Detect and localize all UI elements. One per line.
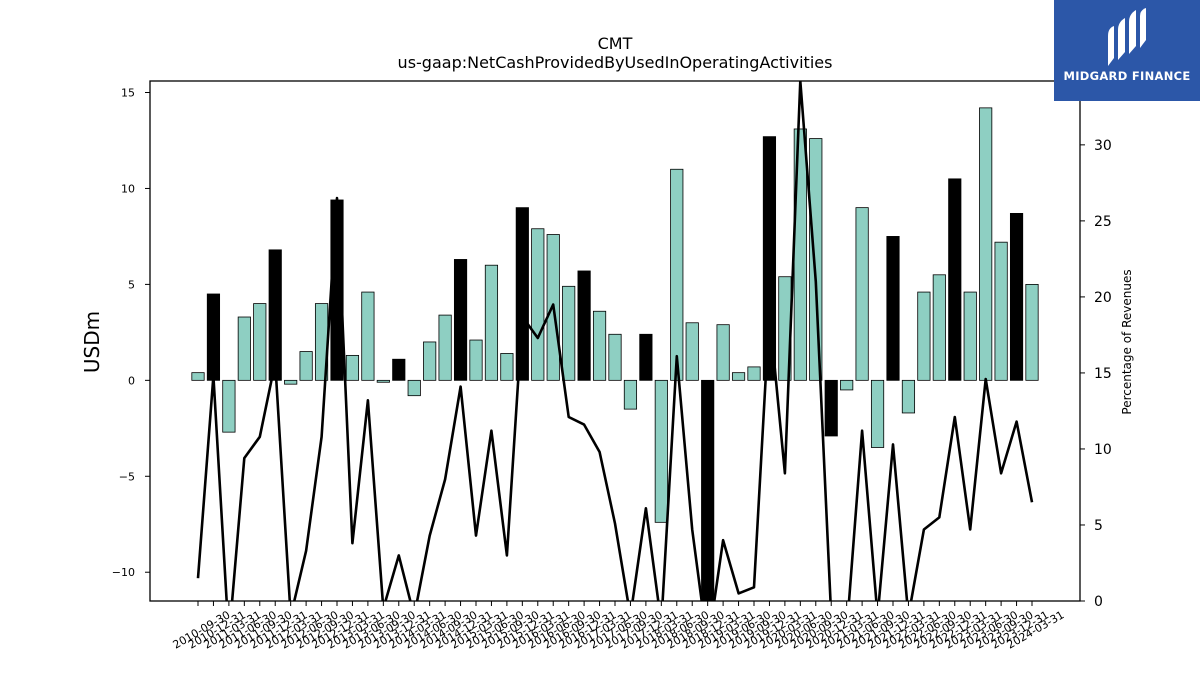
- y2-tick-label: 10: [1094, 442, 1112, 458]
- bar: [948, 178, 962, 381]
- y-tick-label: 0: [128, 374, 135, 387]
- axes: −10−50510150510152025302010-09-302010-12…: [112, 80, 1112, 652]
- bar: [855, 207, 869, 381]
- bar: [299, 351, 313, 381]
- y-tick-label: 10: [121, 182, 135, 195]
- chart-title: CMT: [598, 34, 633, 53]
- y2-tick-label: 5: [1094, 518, 1103, 534]
- y2-tick-label: 30: [1094, 138, 1112, 154]
- y-tick-label: 5: [128, 278, 135, 291]
- bar: [191, 372, 205, 381]
- bar: [453, 259, 468, 381]
- bar: [577, 270, 591, 381]
- bar: [747, 366, 761, 381]
- bar: [222, 379, 236, 433]
- bar: [917, 291, 931, 381]
- bar: [284, 379, 298, 385]
- bar: [639, 333, 653, 381]
- bar: [685, 322, 699, 381]
- chart-subtitle: us-gaap:NetCashProvidedByUsedInOperating…: [398, 53, 833, 72]
- y2-tick-label: 0: [1094, 594, 1103, 610]
- bar: [253, 303, 267, 381]
- bar: [1009, 212, 1024, 381]
- y-axis-label: USDm: [80, 311, 104, 373]
- bar: [731, 372, 746, 381]
- bar: [901, 379, 916, 414]
- bar: [484, 264, 499, 381]
- bar: [994, 241, 1008, 381]
- percentage-line: [196, 81, 1034, 601]
- bar: [809, 138, 823, 381]
- bar: [407, 379, 421, 397]
- brand-logo: MIDGARD FINANCE: [1054, 0, 1200, 101]
- plot-content: [191, 81, 1039, 601]
- bar: [963, 291, 977, 381]
- bar: [361, 291, 375, 381]
- bar: [423, 341, 437, 381]
- bar: [438, 314, 452, 381]
- bar: [376, 379, 390, 383]
- bar: [392, 358, 406, 381]
- y-tick-label: −10: [112, 566, 135, 579]
- bar: [268, 249, 282, 381]
- bar: [654, 379, 668, 523]
- bar: [886, 236, 900, 381]
- bar: [531, 228, 545, 381]
- bar: [469, 339, 483, 381]
- logo-text: MIDGARD FINANCE: [1063, 69, 1191, 83]
- bar: [701, 379, 715, 601]
- bar: [716, 324, 730, 381]
- bar: [500, 353, 514, 381]
- bar: [592, 310, 607, 381]
- y-tick-label: 15: [121, 87, 135, 100]
- bar: [345, 354, 360, 381]
- bar: [608, 333, 622, 381]
- bar: [623, 379, 638, 410]
- bar: [840, 379, 854, 391]
- midgard-logo-icon: [1108, 8, 1146, 66]
- bar: [762, 136, 777, 381]
- bar: [1025, 283, 1039, 381]
- y2-axis-label: Percentage of Revenues: [1120, 269, 1134, 414]
- y-tick-label: −5: [119, 470, 135, 483]
- bar: [515, 207, 529, 381]
- y2-tick-label: 15: [1094, 366, 1112, 382]
- y2-tick-label: 25: [1094, 214, 1112, 230]
- bar: [206, 293, 221, 381]
- bar: [932, 274, 946, 381]
- bar: [562, 285, 576, 381]
- y2-tick-label: 20: [1094, 290, 1112, 306]
- bar: [670, 168, 684, 381]
- bar: [824, 379, 838, 437]
- bar: [237, 316, 251, 381]
- bar: [979, 107, 993, 381]
- bar: [870, 379, 885, 448]
- plot-area: [191, 81, 1039, 601]
